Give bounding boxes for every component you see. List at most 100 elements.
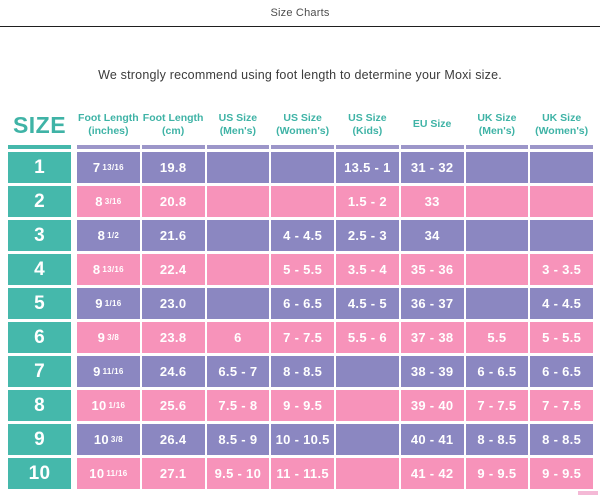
cell-uk-mens: 7 - 7.5 bbox=[465, 390, 529, 421]
cell-inches: 8 13/16 bbox=[77, 254, 140, 285]
cell-us-womens bbox=[271, 152, 334, 183]
cell-size: 1 bbox=[8, 152, 71, 183]
inches-fraction: 11/16 bbox=[106, 468, 128, 478]
cell-us-kids: 4.5 - 5 bbox=[336, 288, 399, 319]
inches-fraction: 1/16 bbox=[108, 400, 126, 410]
cell-uk-mens bbox=[465, 220, 529, 251]
cell-cm: 19.8 bbox=[141, 152, 205, 183]
cell-size: 2 bbox=[8, 186, 71, 217]
cell-eu: 40 - 41 bbox=[400, 424, 464, 455]
cell-inches: 10 11/16 bbox=[77, 458, 140, 489]
scrollbar-fragment[interactable] bbox=[578, 491, 598, 495]
inches-whole: 9 bbox=[95, 296, 103, 311]
cell-eu: 36 - 37 bbox=[400, 288, 464, 319]
cell-uk-womens: 3 - 3.5 bbox=[530, 254, 593, 285]
header-underline-inches bbox=[77, 145, 140, 149]
cell-size: 8 bbox=[8, 390, 71, 421]
cell-inches: 9 3/8 bbox=[77, 322, 140, 353]
cell-cm: 27.1 bbox=[141, 458, 205, 489]
header-underline-us-kids bbox=[336, 145, 399, 149]
cell-uk-womens: 7 - 7.5 bbox=[530, 390, 593, 421]
cell-inches: 8 1/2 bbox=[77, 220, 140, 251]
cell-us-kids bbox=[336, 458, 399, 489]
column-header-inches: Foot Length (inches) bbox=[78, 111, 139, 137]
inches-whole: 8 bbox=[92, 262, 101, 277]
cell-us-mens: 6 bbox=[206, 322, 270, 353]
column-header-us-kids: US Size (Kids) bbox=[348, 111, 387, 137]
panel-title: Size Charts bbox=[270, 7, 330, 19]
cell-us-mens bbox=[206, 254, 270, 285]
cell-cm: 22.4 bbox=[141, 254, 205, 285]
size-chart-table: SIZE Foot Length (inches) Foot Length (cm… bbox=[8, 108, 593, 489]
cell-us-kids bbox=[336, 356, 399, 387]
cell-cm: 23.0 bbox=[141, 288, 205, 319]
inches-fraction: 11/16 bbox=[102, 366, 124, 376]
cell-eu: 33 bbox=[400, 186, 464, 217]
cell-us-womens: 6 - 6.5 bbox=[271, 288, 334, 319]
cell-uk-mens bbox=[465, 254, 529, 285]
inches-whole: 7 bbox=[92, 160, 101, 175]
cell-eu: 35 - 36 bbox=[400, 254, 464, 285]
inches-fraction: 1/2 bbox=[107, 230, 120, 240]
cell-uk-mens: 8 - 8.5 bbox=[465, 424, 529, 455]
column-header-uk-mens: UK Size (Men's) bbox=[477, 111, 517, 137]
cell-uk-womens: 9 - 9.5 bbox=[530, 458, 593, 489]
inches-fraction: 3/8 bbox=[110, 434, 123, 444]
inches-whole: 8 bbox=[97, 228, 106, 243]
cell-uk-womens bbox=[530, 220, 593, 251]
column-header-eu: EU Size bbox=[412, 118, 452, 131]
cell-size: 10 bbox=[8, 458, 71, 489]
column-header-us-mens: US Size (Men's) bbox=[218, 111, 258, 137]
column-header-uk-womens: UK Size (Women's) bbox=[535, 111, 589, 137]
cell-us-womens: 8 - 8.5 bbox=[271, 356, 334, 387]
cell-cm: 25.6 bbox=[141, 390, 205, 421]
header-underline-size bbox=[8, 145, 71, 149]
cell-size: 9 bbox=[8, 424, 71, 455]
inches-fraction: 13/16 bbox=[102, 264, 124, 274]
cell-us-womens: 7 - 7.5 bbox=[271, 322, 334, 353]
cell-inches: 10 3/8 bbox=[77, 424, 140, 455]
cell-eu: 39 - 40 bbox=[400, 390, 464, 421]
cell-eu: 34 bbox=[400, 220, 464, 251]
cell-us-mens bbox=[206, 220, 270, 251]
column-header-cm: Foot Length (cm) bbox=[142, 111, 204, 137]
cell-cm: 23.8 bbox=[141, 322, 205, 353]
cell-us-kids: 13.5 - 1 bbox=[336, 152, 399, 183]
cell-us-mens bbox=[206, 186, 270, 217]
cell-uk-mens: 5.5 bbox=[465, 322, 529, 353]
cell-us-mens bbox=[206, 152, 270, 183]
cell-us-womens: 10 - 10.5 bbox=[271, 424, 334, 455]
cell-uk-mens bbox=[465, 152, 529, 183]
header-underline-us-mens bbox=[206, 145, 270, 149]
cell-uk-womens bbox=[530, 152, 593, 183]
cell-cm: 24.6 bbox=[141, 356, 205, 387]
cell-us-mens: 8.5 - 9 bbox=[206, 424, 270, 455]
header-underline-uk-mens bbox=[465, 145, 529, 149]
cell-uk-womens: 5 - 5.5 bbox=[530, 322, 593, 353]
header-underline-us-womens bbox=[271, 145, 334, 149]
cell-us-womens: 5 - 5.5 bbox=[271, 254, 334, 285]
inches-whole: 8 bbox=[95, 194, 103, 209]
cell-uk-mens: 6 - 6.5 bbox=[465, 356, 529, 387]
header-underline-uk-womens bbox=[530, 145, 593, 149]
cell-uk-womens bbox=[530, 186, 593, 217]
cell-uk-womens: 4 - 4.5 bbox=[530, 288, 593, 319]
cell-size: 7 bbox=[8, 356, 71, 387]
cell-us-kids bbox=[336, 390, 399, 421]
cell-us-womens bbox=[271, 186, 334, 217]
cell-cm: 20.8 bbox=[141, 186, 205, 217]
cell-eu: 41 - 42 bbox=[400, 458, 464, 489]
header-underline-eu bbox=[400, 145, 464, 149]
cell-size: 3 bbox=[8, 220, 71, 251]
cell-us-mens: 7.5 - 8 bbox=[206, 390, 270, 421]
inches-whole: 9 bbox=[93, 364, 101, 379]
inches-whole: 10 bbox=[93, 432, 109, 447]
cell-us-mens: 6.5 - 7 bbox=[206, 356, 270, 387]
cell-eu: 37 - 38 bbox=[400, 322, 464, 353]
cell-uk-mens bbox=[465, 288, 529, 319]
inches-whole: 10 bbox=[91, 398, 107, 413]
cell-size: 5 bbox=[8, 288, 71, 319]
cell-uk-mens bbox=[465, 186, 529, 217]
cell-inches: 9 11/16 bbox=[77, 356, 140, 387]
